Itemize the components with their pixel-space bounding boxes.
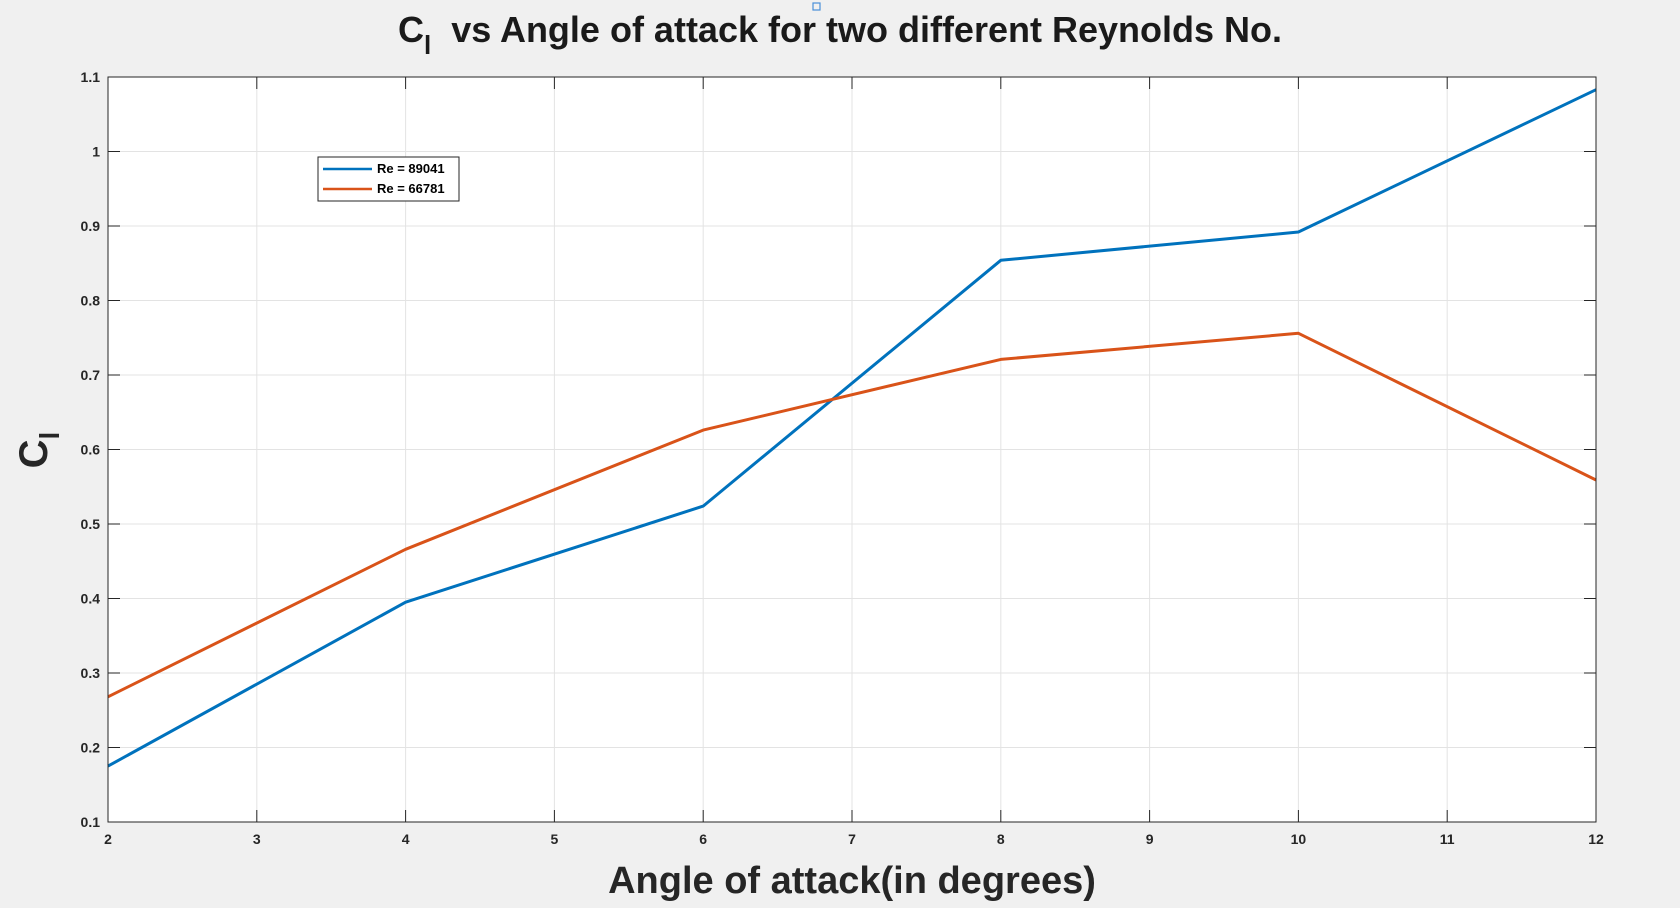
y-tick-label: 0.3: [81, 665, 101, 681]
x-tick-label: 9: [1146, 831, 1154, 847]
y-tick-label: 0.2: [81, 740, 101, 756]
data-point: [999, 358, 1002, 361]
series-line-re-89041: [107, 88, 1597, 768]
y-tick-label: 0.5: [81, 516, 101, 532]
data-point: [1297, 332, 1300, 335]
x-tick-labels: 2 3 4 5 6 7 8 9 10 11 12: [104, 831, 1604, 847]
y-tick-label: 0.9: [81, 218, 101, 234]
data-point: [999, 259, 1002, 262]
series-lines: [107, 88, 1597, 768]
x-tick-label: 5: [551, 831, 559, 847]
x-tick-label: 8: [997, 831, 1005, 847]
y-tick-label: 0.1: [81, 814, 101, 830]
legend-box: [317, 156, 460, 202]
y-tick-label: 0.7: [81, 367, 101, 383]
legend: Re = 89041 Re = 66781: [317, 156, 460, 202]
data-point: [404, 548, 407, 551]
y-tick-labels: 0.1 0.2 0.3 0.4 0.5 0.6 0.7 0.8 0.9 1 1.1: [81, 69, 101, 830]
title-rest: vs Angle of attack for two different Rey…: [451, 9, 1282, 50]
y-tick-label: 0.4: [81, 591, 101, 607]
grid: [108, 77, 1596, 822]
ylabel-subscript: l: [34, 432, 65, 440]
legend-label-re-66781: Re = 66781: [377, 181, 445, 196]
y-tick-label: 1: [92, 144, 100, 160]
x-tick-label: 4: [402, 831, 410, 847]
data-point: [702, 429, 705, 432]
ylabel-symbol: C: [12, 439, 56, 468]
y-tick-label: 1.1: [81, 69, 101, 85]
chart-title: Cl vs Angle of attack for two different R…: [398, 9, 1282, 60]
data-point: [1297, 230, 1300, 233]
series-line-re-66781: [107, 331, 1597, 699]
ticks: [107, 76, 1597, 823]
x-tick-label: 6: [699, 831, 707, 847]
x-tick-label: 11: [1440, 831, 1455, 847]
x-tick-label: 7: [848, 831, 856, 847]
x-tick-label: 3: [253, 831, 261, 847]
x-tick-label: 12: [1588, 831, 1604, 847]
x-tick-label: 2: [104, 831, 112, 847]
legend-label-re-89041: Re = 89041: [377, 161, 445, 176]
y-tick-label: 0.6: [81, 442, 101, 458]
data-point: [404, 601, 407, 604]
datatip-marker: [812, 2, 821, 11]
x-axis-label: Angle of attack(in degrees): [608, 860, 1096, 902]
y-tick-label: 0.8: [81, 293, 101, 309]
data-point: [702, 505, 705, 508]
title-symbol: C: [398, 9, 424, 50]
title-subscript: l: [424, 30, 431, 60]
x-tick-label: 10: [1291, 831, 1307, 847]
y-axis-label: Cl: [12, 432, 65, 469]
